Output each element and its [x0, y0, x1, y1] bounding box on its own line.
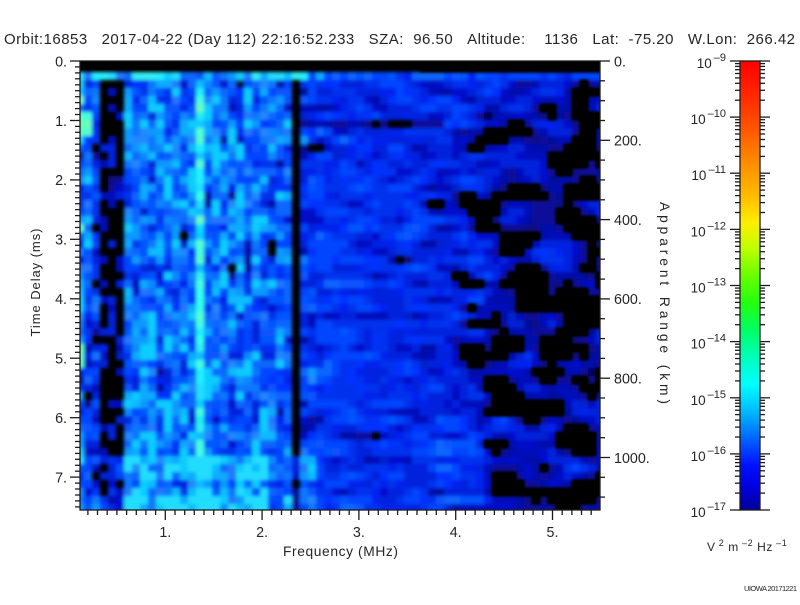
svg-text:10–13: 10 –13 [691, 277, 726, 296]
svg-text:0.: 0. [614, 54, 626, 70]
svg-text:800.: 800. [614, 372, 642, 388]
svg-text:1.: 1. [55, 114, 67, 130]
svg-text:600.: 600. [614, 292, 642, 308]
svg-text:3.: 3. [55, 233, 67, 249]
svg-text:Time Delay (ms): Time Delay (ms) [28, 229, 43, 337]
svg-text:Apparent Range (km): Apparent Range (km) [657, 202, 672, 404]
svg-text:10–10: 10 –10 [691, 108, 726, 127]
svg-text:10–12: 10 –12 [691, 220, 726, 239]
svg-text:UIOWA 20171221: UIOWA 20171221 [744, 584, 797, 593]
svg-text:Orbit:16853 2017-04-22 (Day: Orbit:16853 2017-04-22 (Day 112) 22:16:5… [4, 31, 795, 48]
svg-text:6.: 6. [55, 411, 67, 427]
svg-text:10–9: 10 –9 [697, 52, 726, 71]
svg-text:2.: 2. [256, 525, 268, 541]
svg-text:10–15: 10 –15 [691, 389, 726, 408]
svg-text:10–11: 10 –11 [691, 164, 726, 183]
svg-text:2.: 2. [55, 173, 67, 189]
svg-text:3.: 3. [353, 525, 365, 541]
svg-text:1000.: 1000. [614, 451, 650, 467]
svg-text:4.: 4. [55, 292, 67, 308]
svg-text:10–16: 10 –16 [691, 445, 726, 464]
svg-text:5.: 5. [55, 352, 67, 368]
svg-text:1.: 1. [159, 525, 171, 541]
svg-text:10–14: 10 –14 [691, 333, 726, 352]
svg-text:7.: 7. [55, 471, 67, 487]
svg-text:0.: 0. [55, 54, 67, 70]
svg-text:200.: 200. [614, 134, 642, 150]
svg-text:V 2 m –2 Hz –1: V 2 m –2 Hz –1 [707, 538, 787, 554]
svg-text:5.: 5. [547, 525, 559, 541]
svg-text:10–17: 10 –17 [691, 501, 726, 520]
svg-text:4.: 4. [450, 525, 462, 541]
svg-text:400.: 400. [614, 213, 642, 229]
svg-text:Frequency (MHz): Frequency (MHz) [283, 544, 398, 559]
